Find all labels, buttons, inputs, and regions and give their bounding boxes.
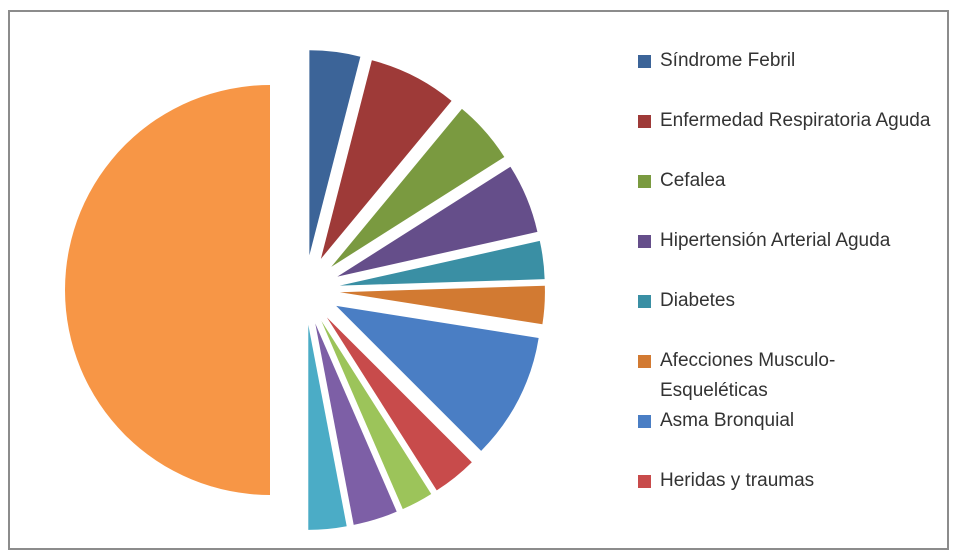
legend-item: Hipertensión Arterial Aguda	[638, 226, 938, 256]
pie-slice	[321, 320, 432, 510]
pie-slice	[337, 166, 538, 277]
pie-slice	[339, 285, 545, 325]
legend-swatch	[638, 235, 651, 248]
legend-swatch	[638, 295, 651, 308]
legend-swatch	[638, 115, 651, 128]
legend-label: Afecciones Musculo-Esqueléticas	[660, 350, 836, 401]
chart-frame	[8, 10, 949, 550]
legend-label: Asma Bronquial	[660, 410, 795, 431]
legend-swatch	[638, 415, 651, 428]
legend-item: Heridas y traumas	[638, 466, 938, 496]
legend-item: Afecciones Musculo-Esqueléticas	[638, 346, 938, 406]
legend-item: Diabetes	[638, 286, 938, 316]
legend-swatch	[638, 175, 651, 188]
pie-slice	[326, 317, 472, 491]
pie-slice	[339, 240, 545, 286]
legend-swatch	[638, 355, 651, 368]
legend-label: Heridas y traumas	[660, 470, 815, 491]
legend-label: Síndrome Febril	[660, 50, 796, 71]
legend-item: Cefalea	[638, 166, 938, 196]
legend-item: Síndrome Febril	[638, 46, 938, 76]
pie-slice	[320, 60, 452, 259]
legend-label: Hipertensión Arterial Aguda	[660, 230, 891, 251]
pie-slice	[331, 108, 505, 267]
legend-label: Diabetes	[660, 290, 735, 311]
pie-slice	[65, 85, 270, 495]
pie-slice	[309, 50, 361, 256]
legend-item: Enfermedad Respiratoria Aguda	[638, 106, 938, 136]
legend-item: Asma Bronquial	[638, 406, 938, 436]
pie-slice	[336, 305, 539, 451]
legend-label: Cefalea	[660, 170, 726, 191]
pie-slice	[315, 323, 397, 525]
legend-swatch	[638, 475, 651, 488]
legend-label: Enfermedad Respiratoria Aguda	[660, 110, 931, 131]
pie-slice	[308, 324, 347, 530]
legend-swatch	[638, 55, 651, 68]
